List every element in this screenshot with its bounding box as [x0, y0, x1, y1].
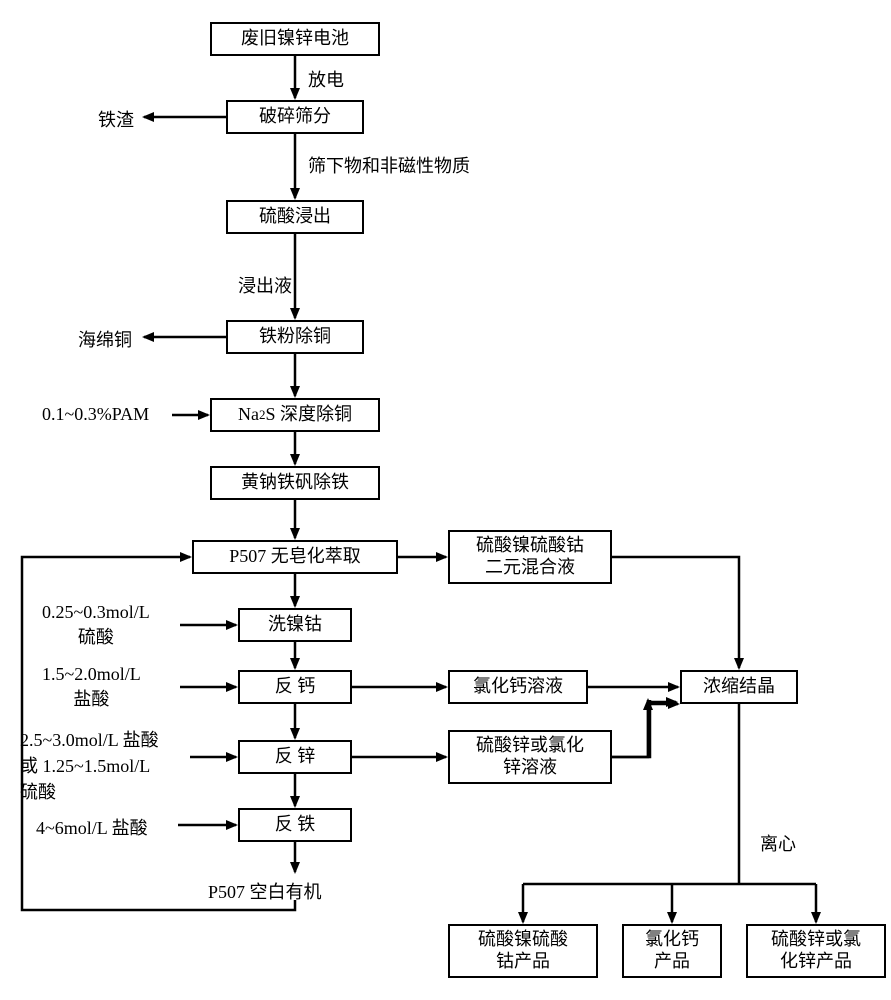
- label-hcl-ca: 1.5~2.0mol/L 盐酸: [42, 664, 141, 711]
- label-pam: 0.1~0.3%PAM: [42, 404, 149, 425]
- node-strip-ca: 反 钙: [238, 670, 352, 704]
- label-p507-blank: P507 空白有机: [208, 878, 322, 904]
- label-sieved: 筛下物和非磁性物质: [308, 152, 470, 178]
- node-product-cacl2: 氯化钙 产品: [622, 924, 722, 978]
- flow-arrows: [0, 0, 891, 1000]
- node-na2s-cu: Na2S 深度除铜: [210, 398, 380, 432]
- node-ironpowder-cu: 铁粉除铜: [226, 320, 364, 354]
- node-wash-ni-co: 洗镍钴: [238, 608, 352, 642]
- label-leachate: 浸出液: [238, 272, 292, 298]
- flowchart-canvas: 废旧镍锌电池 破碎筛分 硫酸浸出 铁粉除铜 Na2S 深度除铜 黄钠铁矾除铁 P…: [0, 0, 891, 1000]
- node-product-nico: 硫酸镍硫酸 钴产品: [448, 924, 598, 978]
- label-discharge: 放电: [308, 66, 344, 92]
- node-waste-battery: 废旧镍锌电池: [210, 22, 380, 56]
- label-hcl-h2so4-zn: 2.5~3.0mol/L 盐酸 或 1.25~1.5mol/L 硫酸: [20, 726, 159, 804]
- node-concentrate: 浓缩结晶: [680, 670, 798, 704]
- node-product-zn: 硫酸锌或氯 化锌产品: [746, 924, 886, 978]
- node-niso4-coso4: 硫酸镍硫酸钴 二元混合液: [448, 530, 612, 584]
- node-p507-extract: P507 无皂化萃取: [192, 540, 398, 574]
- label-centrifuge: 离心: [760, 830, 796, 856]
- node-cacl2-sol: 氯化钙溶液: [448, 670, 588, 704]
- label-iron-slag: 铁渣: [98, 106, 134, 132]
- node-crush-sieve: 破碎筛分: [226, 100, 364, 134]
- node-strip-zn: 反 锌: [238, 740, 352, 774]
- node-sulfuric-leach: 硫酸浸出: [226, 200, 364, 234]
- label-h2so4-wash: 0.25~0.3mol/L 硫酸: [42, 602, 150, 649]
- label-sponge-cu: 海绵铜: [78, 326, 132, 352]
- node-strip-fe: 反 铁: [238, 808, 352, 842]
- node-znso4-zncl2-sol: 硫酸锌或氯化 锌溶液: [448, 730, 612, 784]
- node-jarosite-fe: 黄钠铁矾除铁: [210, 466, 380, 500]
- label-hcl-fe: 4~6mol/L 盐酸: [36, 814, 148, 840]
